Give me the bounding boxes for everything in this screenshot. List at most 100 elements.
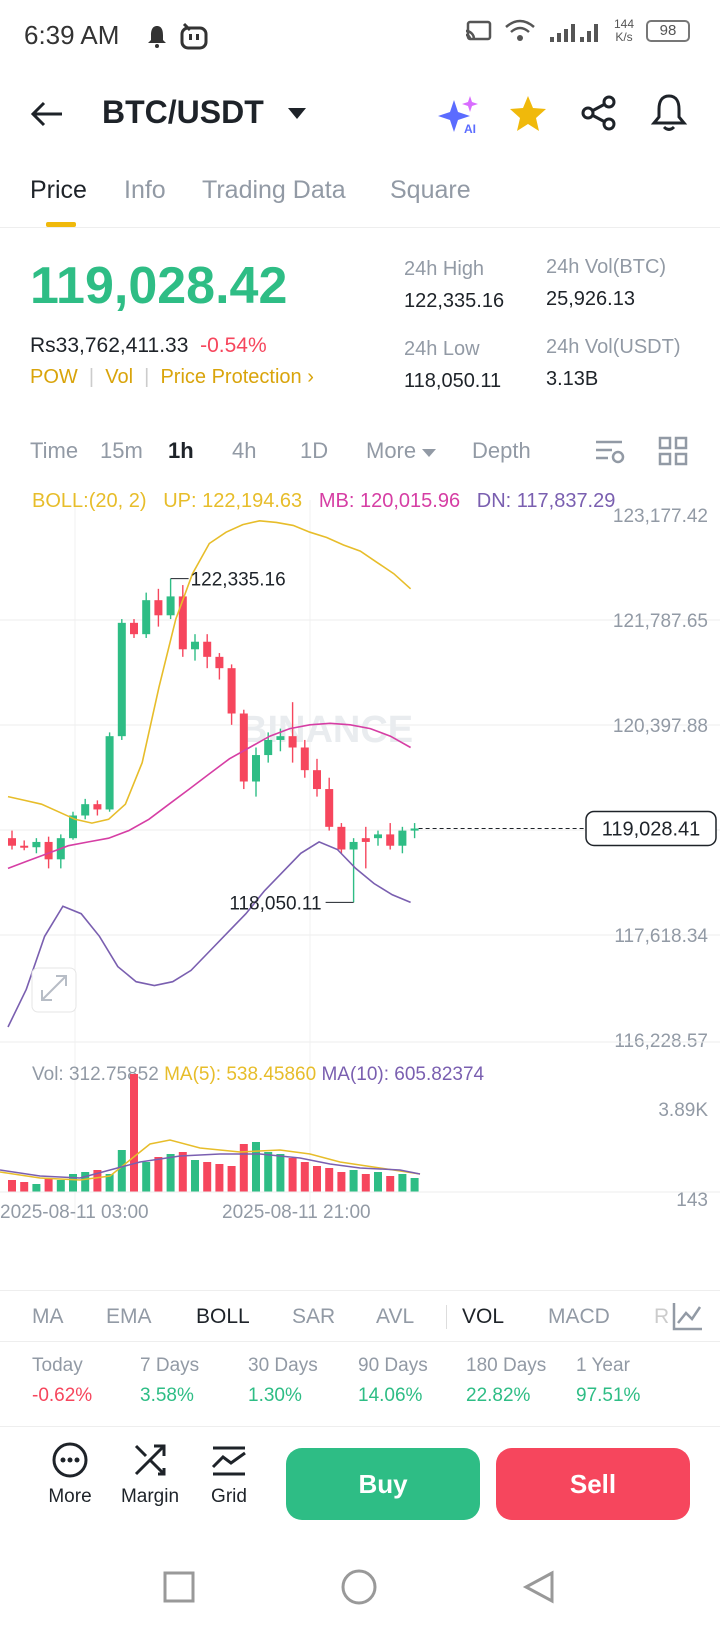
last-price: 119,028.42 [30, 257, 288, 315]
price-protection-link[interactable]: Price Protection › [160, 366, 314, 388]
candle-body [215, 656, 224, 669]
performance-label: 180 Days [466, 1355, 547, 1376]
interval-more[interactable]: More [366, 438, 437, 464]
indicator-boll[interactable]: BOLL [196, 1305, 250, 1328]
pow-link[interactable]: POW [30, 366, 78, 388]
vol-ma10-value: MA(10): 605.82374 [321, 1064, 484, 1085]
status-right: 144 K/s 98 [464, 18, 690, 44]
interval-depth[interactable]: Depth [472, 438, 531, 463]
more-action[interactable]: More [44, 1440, 96, 1508]
interval-1h[interactable]: 1h [168, 438, 194, 463]
cast-icon [465, 20, 492, 41]
chart-settings-icon[interactable] [594, 438, 626, 466]
volume-bar [215, 1164, 224, 1192]
interval-time[interactable]: Time [30, 438, 79, 463]
interval-bar: Time 15m 1h 4h 1D More Depth [0, 430, 720, 474]
volume-bar [203, 1162, 212, 1192]
performance-value: 3.58% [140, 1385, 194, 1406]
candle-body [264, 739, 273, 756]
indicator-sar[interactable]: SAR [292, 1305, 336, 1328]
expand-arrow-icon [41, 975, 67, 1001]
x-axis-label: 2025-08-11 21:00 [222, 1202, 371, 1223]
tab-price[interactable]: Price [30, 176, 87, 204]
caret-down-icon[interactable] [288, 108, 306, 120]
status-bar: 6:39 AM 144 K/s 98 [0, 0, 720, 74]
interval-15m[interactable]: 15m [100, 438, 143, 463]
tab-square[interactable]: Square [390, 176, 471, 204]
candle-body [300, 747, 309, 771]
indicator-tabs: MA EMA BOLL SAR AVL VOL MACD R [0, 1290, 720, 1342]
margin-action[interactable]: Margin [118, 1440, 182, 1508]
indicator-divider [446, 1305, 447, 1329]
interval-1d[interactable]: 1D [300, 438, 329, 463]
alert-bell-icon[interactable] [650, 92, 688, 132]
sell-button[interactable]: Sell [496, 1448, 690, 1520]
boll-label: BOLL:(20, 2) [32, 490, 147, 512]
volume-bar [154, 1157, 163, 1192]
indicator-settings-icon[interactable] [672, 1301, 704, 1331]
indicator-vol[interactable]: VOL [462, 1305, 505, 1328]
boll-up-value: UP: 122,194.63 [163, 490, 303, 512]
grid-action[interactable]: Grid [206, 1440, 252, 1508]
candle-body [130, 622, 138, 635]
volume-bar [374, 1172, 382, 1192]
performance-label: 30 Days [248, 1355, 318, 1376]
home-icon[interactable] [340, 1568, 378, 1606]
candle-body [8, 838, 16, 846]
volume-bar [117, 1150, 126, 1192]
share-icon[interactable] [580, 94, 618, 132]
boll-middle-line [7, 722, 411, 870]
indicator-ema[interactable]: EMA [106, 1305, 152, 1328]
volume-ma5-line [0, 1139, 421, 1181]
expand-icon [31, 967, 77, 1013]
volume-bar [178, 1152, 187, 1192]
tab-info[interactable]: Info [124, 176, 166, 204]
fiat-price: Rs33,762,411.33 -0.54% [30, 334, 267, 358]
candle-body [178, 596, 187, 650]
vol-value: Vol: 312.75852 [32, 1064, 164, 1085]
volume-bar [252, 1142, 260, 1192]
notification-bell-icon [148, 26, 166, 48]
boll-dn-value: DN: 117,837.29 [476, 490, 616, 512]
trading-pair-title[interactable]: BTC/USDT [102, 94, 264, 131]
volume-bar [166, 1154, 175, 1192]
volume-bar [69, 1174, 77, 1192]
candle-body [44, 841, 53, 860]
tab-trading-data[interactable]: Trading Data [202, 176, 346, 204]
candlestick-chart[interactable]: BINANCE123,177.42121,787.65120,397.88119… [0, 480, 720, 1280]
ai-sparkle-icon[interactable]: AI [438, 94, 480, 136]
volume-bar [105, 1174, 114, 1192]
candle-body [93, 804, 102, 810]
signal-icon [549, 24, 598, 42]
interval-4h[interactable]: 4h [232, 438, 257, 463]
indicator-ma[interactable]: MA [32, 1305, 64, 1328]
recents-icon[interactable] [162, 1570, 196, 1604]
candle-body [203, 641, 212, 657]
y-axis-label: 120,397.88 [613, 716, 708, 737]
volume-bar [93, 1170, 102, 1192]
layout-grid-icon[interactable] [658, 436, 688, 466]
vol-link[interactable]: Vol [105, 366, 134, 388]
indicator-macd[interactable]: MACD [548, 1305, 610, 1328]
candle-body [81, 804, 90, 816]
vol-btc-label: 24h Vol(BTC) [546, 256, 667, 278]
back-nav-icon[interactable] [522, 1570, 556, 1604]
buy-button[interactable]: Buy [286, 1448, 480, 1520]
indicator-avl[interactable]: AVL [376, 1305, 415, 1328]
volume-bar [288, 1158, 297, 1192]
last-price-tag: 119,028.41 [602, 818, 701, 840]
volume-bar [44, 1178, 53, 1192]
back-arrow-icon[interactable] [30, 98, 66, 130]
margin-label: Margin [120, 1486, 180, 1507]
margin-icon [134, 1444, 166, 1476]
candle-body [105, 736, 114, 810]
star-icon[interactable] [508, 94, 548, 132]
candle-body [313, 770, 321, 790]
volume-bar [300, 1162, 309, 1192]
candle-body [374, 834, 382, 839]
candle-body [325, 789, 334, 827]
indicator-r[interactable]: R [654, 1305, 670, 1328]
candle-body [398, 830, 407, 846]
candle-body [361, 838, 370, 842]
candle-body [288, 736, 297, 748]
